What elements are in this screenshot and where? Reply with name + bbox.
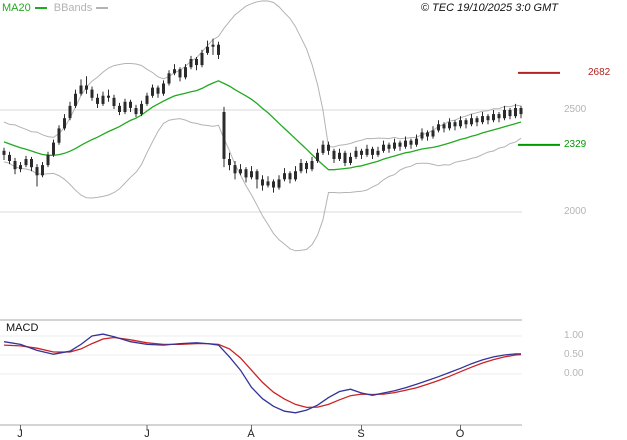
macd-axis-label-100: 1.00 [564, 330, 584, 341]
x-axis-month-label: S [357, 428, 365, 440]
ma20-line-swatch-icon [34, 7, 47, 9]
macd-axis-label-000: 0.00 [564, 368, 584, 379]
price-label-upper-target: 2682 [588, 67, 611, 78]
price-gridline-label-2000: 2000 [564, 206, 587, 217]
x-axis-month-label: J [17, 428, 23, 440]
legend-ma20-label: MA20 [2, 2, 31, 14]
bbands-line-swatch-icon [96, 7, 109, 9]
macd-axis-label-050: 0.50 [564, 349, 584, 360]
chart-legend: MA20 BBands [2, 2, 112, 14]
macd-panel-title: MACD [6, 322, 39, 334]
price-label-lower-target: 2329 [564, 139, 587, 150]
x-axis-month-label: O [455, 428, 465, 440]
price-gridline-label-2500: 2500 [564, 104, 587, 115]
legend-bbands-label: BBands [53, 2, 93, 14]
copyright-timestamp: © TEC 19/10/2025 3:0 GMT [420, 2, 558, 14]
x-axis-month-label: J [144, 428, 150, 440]
x-axis-month-label: A [247, 428, 255, 440]
